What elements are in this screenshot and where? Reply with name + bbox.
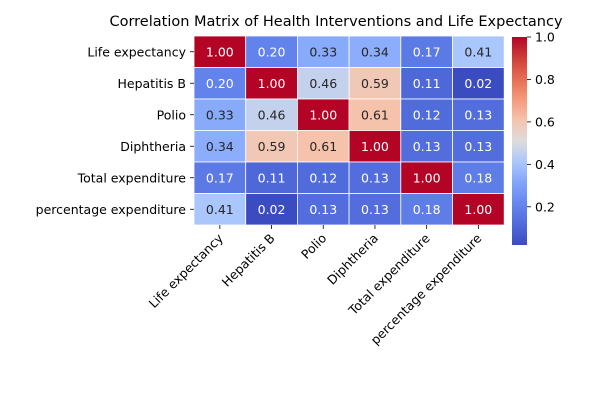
heatmap-value-label-2-2: 1.00 xyxy=(309,107,337,122)
heatmap-cell-4-3 xyxy=(348,161,402,194)
heatmap-cell-3-3 xyxy=(348,130,402,163)
heatmap-value-labels: 1.00 0.20 0.33 0.34 0.17 0.41 0.20 1.00 0.46 0.59… xyxy=(206,44,492,217)
heatmap-value-label-1-0: 0.20 xyxy=(206,76,234,91)
heatmap-cell-2-3 xyxy=(348,98,402,131)
chart-title: Correlation Matrix of Health Interventio… xyxy=(109,14,563,30)
heatmap-cell-3-4 xyxy=(400,130,453,163)
heatmap-cell-3-0 xyxy=(193,130,247,163)
column-tick-label: Hepatitis B xyxy=(219,231,278,290)
heatmap-value-label-4-4: 1.00 xyxy=(413,170,441,185)
heatmap-cell-0-5 xyxy=(452,35,505,68)
colorbar-tick-label: 0.2 xyxy=(535,199,555,214)
heatmap-value-label-2-5: 0.13 xyxy=(464,107,492,122)
row-tick-label: Life expectancy xyxy=(87,44,186,59)
row-tick-label: Total expenditure xyxy=(77,170,187,185)
heatmap-value-label-1-2: 0.46 xyxy=(309,76,337,91)
heatmap-value-label-5-5: 1.00 xyxy=(464,202,492,217)
colorbar-tick-label: 0.6 xyxy=(535,114,555,129)
colorbar-tick-label: 0.8 xyxy=(535,72,555,87)
heatmap-value-label-1-1: 1.00 xyxy=(258,76,286,91)
heatmap-value-label-4-3: 0.13 xyxy=(361,170,389,185)
heatmap-value-label-5-4: 0.18 xyxy=(413,202,441,217)
heatmap-value-label-5-2: 0.13 xyxy=(309,202,337,217)
heatmap-value-label-5-0: 0.41 xyxy=(206,202,234,217)
heatmap-value-label-2-3: 0.61 xyxy=(361,107,389,122)
heatmap-value-label-3-3: 1.00 xyxy=(361,139,389,154)
heatmap-value-label-4-0: 0.17 xyxy=(206,170,234,185)
column-tick-label: Polio xyxy=(298,231,329,262)
heatmap-value-label-4-5: 0.18 xyxy=(464,170,492,185)
heatmap-cell-0-1 xyxy=(245,35,298,68)
heatmap-cell-0-0 xyxy=(193,35,247,68)
colorbar-tick-label: 0.4 xyxy=(535,157,555,172)
heatmap-value-label-1-4: 0.11 xyxy=(413,76,441,91)
heatmap-cell-4-5 xyxy=(452,161,505,194)
heatmap-value-label-0-2: 0.33 xyxy=(309,44,337,59)
colorbar-gradient xyxy=(512,37,527,245)
heatmap-value-label-3-0: 0.34 xyxy=(206,139,234,154)
heatmap-value-label-1-3: 0.59 xyxy=(361,76,389,91)
row-tick-labels: Life expectancy Hepatitis B Polio Diphtheri… xyxy=(36,44,194,217)
heatmap-cell-1-1 xyxy=(245,67,298,100)
heatmap-value-label-0-4: 0.17 xyxy=(413,44,441,59)
heatmap-value-label-3-5: 0.13 xyxy=(464,139,492,154)
heatmap-value-label-2-1: 0.46 xyxy=(258,107,286,122)
row-tick-label: Hepatitis B xyxy=(118,76,187,91)
heatmap-cell-3-2 xyxy=(296,130,350,163)
heatmap-cell-1-5 xyxy=(452,67,505,100)
heatmap-value-label-5-3: 0.13 xyxy=(361,202,389,217)
heatmap-cell-0-2 xyxy=(296,35,350,68)
column-tick-label: percentage expenditure xyxy=(368,230,485,347)
heatmap-cell-1-3 xyxy=(348,67,402,100)
heatmap-value-label-4-1: 0.11 xyxy=(258,170,286,185)
row-tick-label: percentage expenditure xyxy=(36,202,187,217)
heatmap-value-label-2-4: 0.12 xyxy=(413,107,441,122)
heatmap-cell-2-5 xyxy=(452,98,505,131)
heatmap-cell-3-5 xyxy=(452,130,505,163)
heatmap-cells xyxy=(193,35,505,226)
heatmap-value-label-4-2: 0.12 xyxy=(309,170,337,185)
heatmap-value-label-3-2: 0.61 xyxy=(309,139,337,154)
heatmap-cell-4-4 xyxy=(400,161,453,194)
colorbar: 0.2 0.4 0.6 0.8 1.0 xyxy=(512,30,555,245)
heatmap-value-label-2-0: 0.33 xyxy=(206,107,234,122)
heatmap-cell-2-4 xyxy=(400,98,453,131)
heatmap-cell-5-5 xyxy=(452,193,505,226)
row-tick-label: Diphtheria xyxy=(120,139,186,154)
row-tick-label: Polio xyxy=(157,107,186,122)
heatmap-value-label-3-1: 0.59 xyxy=(258,139,286,154)
heatmap-cell-3-1 xyxy=(245,130,298,163)
heatmap-value-label-0-3: 0.34 xyxy=(361,44,389,59)
heatmap-value-label-0-1: 0.20 xyxy=(258,44,286,59)
column-tick-label: Life expectancy xyxy=(146,230,227,311)
heatmap-value-label-3-4: 0.13 xyxy=(413,139,441,154)
heatmap-value-label-5-1: 0.02 xyxy=(258,202,286,217)
heatmap-cell-5-0 xyxy=(193,193,247,226)
colorbar-tick-label: 1.0 xyxy=(535,30,555,45)
heatmap-cell-2-1 xyxy=(245,98,298,131)
heatmap-value-label-1-5: 0.02 xyxy=(464,76,492,91)
heatmap-value-label-0-5: 0.41 xyxy=(464,44,492,59)
heatmap-cell-4-2 xyxy=(296,161,350,194)
heatmap-value-label-0-0: 1.00 xyxy=(206,44,234,59)
